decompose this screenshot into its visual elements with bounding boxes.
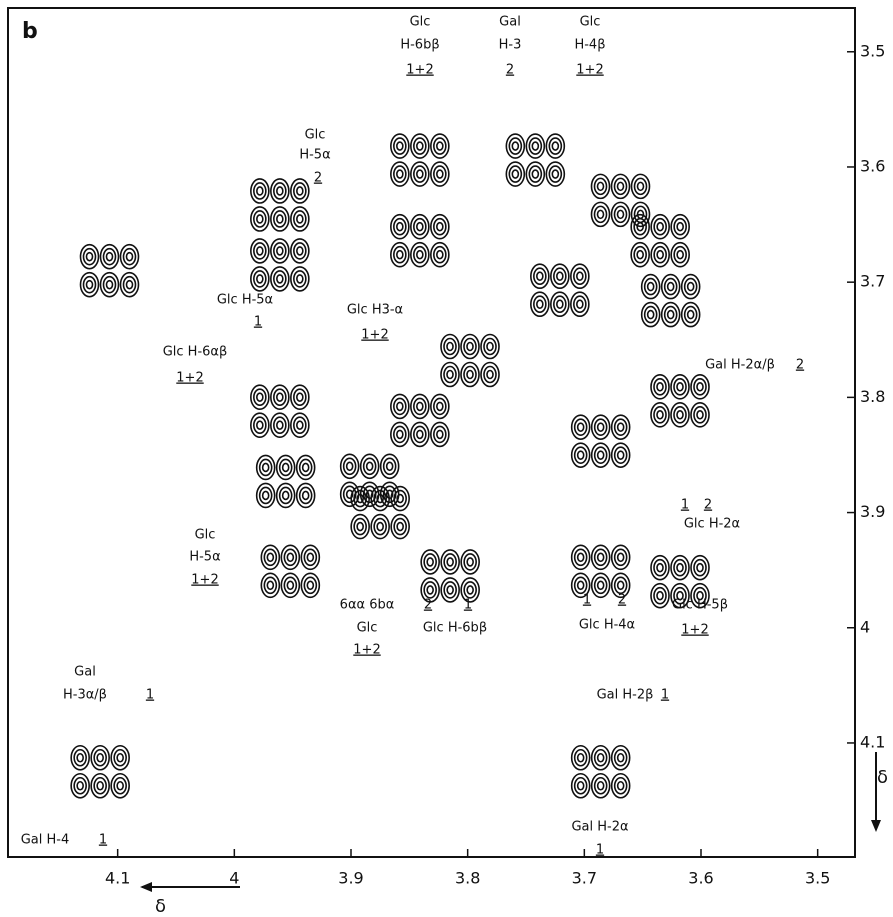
annotation: Gal H-4 (21, 833, 70, 848)
cross-peak (590, 173, 651, 228)
x-tick-label: 3.8 (455, 869, 480, 888)
cross-peak (640, 273, 701, 328)
annotation: Glc (357, 621, 378, 636)
cross-peak (390, 133, 450, 187)
y-tick-label: 4.1 (860, 732, 885, 751)
annotation: 1+2 (191, 573, 218, 588)
annotation: 2 (506, 63, 514, 78)
annotation: Gal H-2α/β (705, 358, 775, 373)
cross-peak (505, 133, 566, 187)
y-tick-label: 3.7 (860, 272, 885, 291)
y-tick-label: 3.6 (860, 156, 885, 175)
cross-peak (70, 744, 130, 799)
annotation: 6αα 6bα (340, 598, 395, 613)
y-tick-label: 4 (860, 617, 870, 636)
cross-peak (250, 178, 310, 232)
annotation: Glc H-5β (672, 598, 728, 613)
cross-peak (650, 554, 710, 609)
annotation: 1 (254, 315, 262, 330)
annotation: 1 (464, 598, 472, 613)
annotation: Glc (195, 528, 216, 543)
annotation: Glc H-6αβ (163, 345, 228, 360)
annotation: 1 (661, 688, 669, 703)
x-arrow-head (140, 882, 152, 892)
y-tick-label: 3.5 (860, 41, 885, 60)
cross-peak (630, 213, 690, 268)
y-arrow-head (871, 820, 881, 832)
annotation: 1 (583, 593, 591, 608)
x-tick-label: 3.6 (688, 869, 713, 888)
x-tick-label: 3.5 (805, 869, 830, 888)
annotation: Gal (74, 665, 96, 680)
annotation: 1+2 (406, 63, 433, 78)
annotation: 1+2 (681, 623, 708, 638)
annotation: 2 (796, 358, 804, 373)
annotation: Gal H-2α (571, 820, 628, 835)
annotation: 1+2 (576, 63, 603, 78)
cross-peak (420, 549, 480, 603)
annotation: 2 (314, 171, 322, 186)
annotation: Glc H-5α (217, 293, 273, 308)
cross-peak (440, 333, 500, 388)
annotation: Glc (580, 15, 601, 30)
annotation: H-6bβ (400, 38, 439, 53)
cross-peak (390, 213, 450, 268)
annotation: 1 (596, 843, 604, 858)
cross-peak (350, 485, 410, 540)
y-tick-label: 3.8 (860, 387, 885, 406)
annotation: Glc H-6bβ (423, 621, 487, 636)
annotation: 1 (146, 688, 154, 703)
annotation: 2 (618, 593, 626, 608)
x-tick-label: 3.7 (572, 869, 597, 888)
annotation: 2 (704, 498, 712, 513)
annotation: Gal (499, 15, 521, 30)
annotation: Glc (305, 128, 326, 143)
annotation: H-3 (499, 38, 522, 53)
annotation: Glc H-2α (684, 517, 740, 532)
cross-peak (570, 414, 631, 468)
annotation: Gal H-2β (597, 688, 654, 703)
y-axis-label: δ (877, 767, 888, 788)
annotation: H-4β (574, 38, 605, 53)
cross-peak (250, 384, 310, 438)
cross-peak (570, 744, 631, 799)
panel-label: b (22, 19, 38, 44)
cross-peak (650, 374, 710, 428)
annotation: H-3α/β (63, 688, 107, 703)
cross-peak (79, 243, 140, 298)
x-tick-label: 3.9 (338, 869, 363, 888)
x-axis-label: δ (155, 896, 166, 917)
x-tick-label: 4.1 (105, 869, 130, 888)
annotation: Glc H3-α (347, 303, 403, 318)
annotation: 1 (681, 498, 689, 513)
y-tick-label: 3.9 (860, 502, 885, 521)
annotation: 1+2 (176, 371, 203, 386)
cross-peak (530, 263, 590, 318)
annotation: H-5α (189, 550, 220, 565)
annotation: 1 (99, 833, 107, 848)
annotation: 1+2 (353, 643, 380, 658)
cross-peak (390, 393, 450, 448)
cross-peak (250, 238, 310, 292)
cross-peak (255, 454, 316, 509)
plot-frame (7, 7, 856, 858)
annotation: Glc (410, 15, 431, 30)
annotation: 1+2 (361, 328, 388, 343)
annotation: H-5α (299, 148, 330, 163)
cross-peak (260, 544, 321, 599)
cross-peak (570, 544, 631, 599)
x-tick-label: 4 (229, 869, 239, 888)
annotation: 2 (424, 598, 432, 613)
annotation: Glc H-4α (579, 618, 635, 633)
